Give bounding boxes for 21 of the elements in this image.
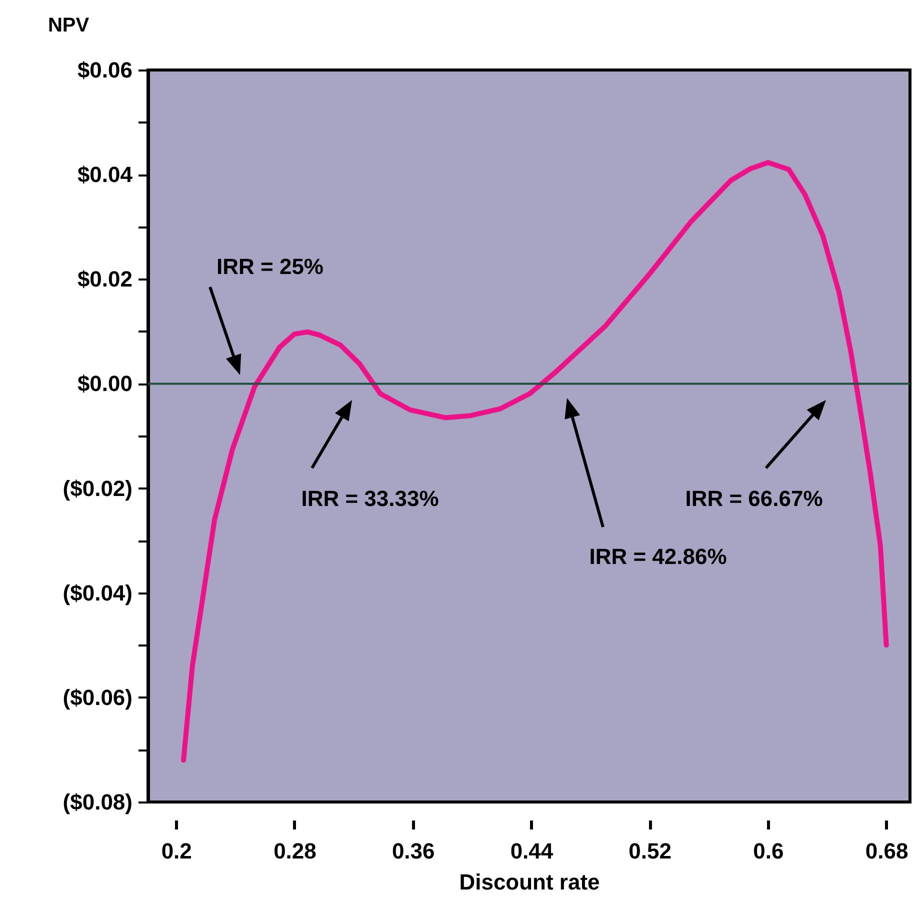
y-tick-label: $0.02 — [77, 266, 132, 292]
y-tick-label: $0.06 — [77, 58, 132, 82]
annotation: IRR = 66.67% — [685, 486, 823, 511]
y-tick-label: ($0.02) — [62, 476, 132, 501]
x-tick-label: 0.36 — [392, 838, 435, 864]
x-axis-title: Discount rate — [459, 870, 600, 894]
x-tick-label: 0.44 — [510, 838, 554, 864]
y-tick-label: ($0.04) — [62, 580, 132, 606]
y-tick-label: $0.00 — [77, 371, 132, 396]
x-tick-label: 0.68 — [865, 838, 908, 864]
x-tick-label: 0.52 — [628, 838, 672, 864]
y-tick-label: ($0.06) — [62, 684, 132, 710]
x-tick-label: 0.28 — [274, 838, 316, 864]
annotation: IRR = 33.33% — [301, 486, 439, 511]
x-tick-label: 0.2 — [161, 838, 192, 864]
y-axis-title: NPV — [48, 14, 90, 36]
annotation: IRR = 42.86% — [589, 544, 727, 569]
y-tick-label: $0.04 — [77, 162, 134, 188]
y-tick-label: ($0.08) — [62, 790, 132, 814]
annotation: IRR = 25% — [216, 254, 324, 279]
x-tick-label: 0.6 — [753, 838, 784, 864]
